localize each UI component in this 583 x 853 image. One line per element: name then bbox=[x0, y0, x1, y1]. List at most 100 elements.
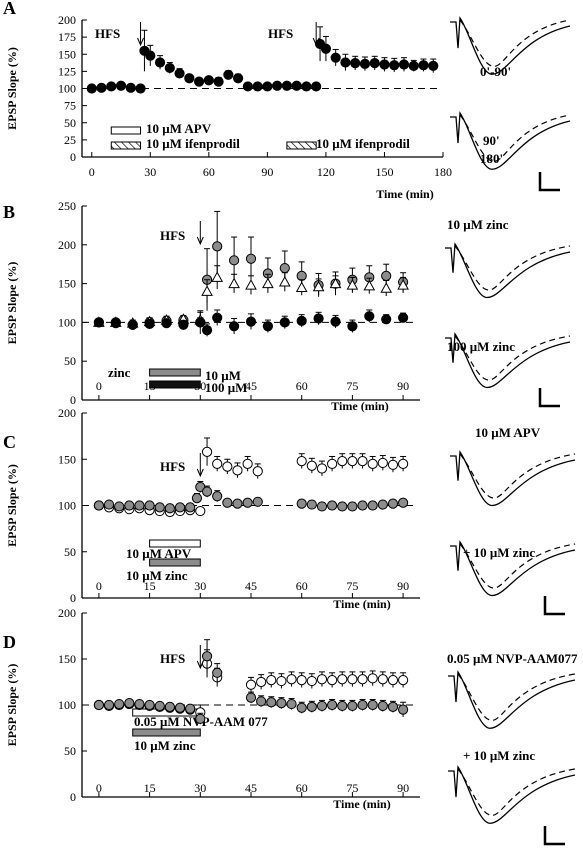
data-point bbox=[266, 697, 277, 708]
trace-dashed bbox=[457, 673, 576, 722]
data-point bbox=[377, 457, 388, 469]
trace-label: 0'-90' bbox=[480, 64, 511, 79]
data-point bbox=[201, 325, 213, 336]
data-point bbox=[329, 277, 342, 289]
drug-bar-label: 10 μM zinc bbox=[134, 738, 196, 753]
trace-dashed bbox=[459, 19, 571, 68]
data-point bbox=[276, 698, 287, 709]
series-filled-black bbox=[93, 309, 409, 337]
epsp-traces: 0.05 μM NVP-AAM077 + 10 μM zinc bbox=[447, 651, 578, 846]
data-point bbox=[232, 498, 243, 509]
data-point bbox=[242, 458, 253, 469]
x-tick-label: 0 bbox=[96, 579, 102, 593]
data-point bbox=[296, 702, 307, 713]
data-point bbox=[387, 459, 399, 470]
x-tick-label: 75 bbox=[346, 579, 358, 593]
data-point bbox=[86, 83, 97, 94]
y-tick-label: 100 bbox=[58, 82, 76, 96]
data-point bbox=[387, 675, 399, 686]
trace-solid bbox=[448, 765, 576, 824]
data-point bbox=[242, 497, 253, 508]
trace-label: + 10 μM zinc bbox=[463, 545, 535, 560]
y-tick-label: 150 bbox=[58, 47, 76, 61]
data-point bbox=[110, 318, 121, 329]
data-point bbox=[211, 271, 224, 282]
data-point bbox=[296, 675, 307, 686]
drug-bar bbox=[149, 539, 201, 548]
data-point bbox=[295, 281, 308, 292]
series-filled-gray bbox=[93, 480, 409, 514]
trace-label: + 10 μM zinc bbox=[463, 748, 535, 763]
y-axis-label: EPSP Slope (%) bbox=[5, 464, 19, 547]
panel-d: D 0 50 100 150 200 0 15 30 45 60 75 90 EPSP Slope (%)… bbox=[3, 606, 578, 846]
epsp-traces: 0'-90' 90' 180' bbox=[450, 16, 571, 192]
data-point bbox=[135, 83, 146, 94]
data-point bbox=[398, 704, 409, 715]
data-point bbox=[296, 315, 307, 326]
data-point bbox=[281, 80, 292, 91]
hfs-label: HFS bbox=[268, 26, 293, 41]
trace-label: 0.05 μM NVP-AAM077 bbox=[447, 651, 578, 666]
data-point bbox=[347, 674, 358, 685]
data-point bbox=[363, 279, 376, 291]
x-tick-label: 30 bbox=[194, 579, 206, 593]
data-point bbox=[127, 319, 138, 330]
trace-dashed bbox=[459, 543, 576, 589]
y-tick-label: 100 bbox=[58, 499, 76, 513]
data-point bbox=[337, 674, 348, 685]
data-point bbox=[286, 698, 297, 710]
data-point bbox=[377, 499, 388, 510]
data-point bbox=[311, 81, 322, 92]
scale-bar bbox=[538, 388, 560, 408]
x-tick-label: 30 bbox=[194, 781, 206, 795]
data-point bbox=[357, 456, 368, 467]
data-point bbox=[276, 675, 287, 687]
data-point bbox=[320, 43, 332, 54]
data-point bbox=[347, 700, 358, 712]
data-point bbox=[367, 500, 378, 511]
data-point bbox=[262, 277, 274, 289]
drug-bar bbox=[149, 558, 201, 567]
data-point bbox=[134, 698, 145, 710]
panel-letter: D bbox=[3, 632, 16, 652]
y-tick-label: 75 bbox=[64, 99, 76, 113]
x-tick-label: 60 bbox=[296, 379, 308, 393]
drug-bar bbox=[132, 728, 201, 737]
y-tick-label: 100 bbox=[58, 315, 76, 329]
data-point bbox=[398, 59, 410, 70]
data-point bbox=[316, 501, 328, 512]
trace-label: 100 μM zinc bbox=[447, 339, 515, 354]
data-point bbox=[398, 458, 409, 469]
data-point bbox=[408, 60, 419, 71]
data-point bbox=[377, 700, 388, 712]
data-point bbox=[174, 702, 186, 713]
x-tick-label: 60 bbox=[296, 579, 308, 593]
data-point bbox=[212, 458, 223, 469]
data-point bbox=[164, 62, 175, 74]
data-point bbox=[286, 674, 297, 685]
data-point bbox=[359, 58, 371, 69]
x-tick-label: 75 bbox=[346, 379, 358, 393]
data-point bbox=[327, 699, 338, 711]
bar-caption: zinc bbox=[108, 365, 131, 380]
x-tick-label: 150 bbox=[375, 165, 393, 179]
trace-dashed bbox=[459, 453, 576, 499]
trace-dashed bbox=[459, 114, 571, 163]
data-point bbox=[347, 501, 358, 512]
data-point bbox=[93, 317, 105, 328]
data-point bbox=[346, 279, 359, 290]
y-tick-label: 150 bbox=[58, 452, 76, 466]
data-point bbox=[245, 692, 257, 703]
data-point bbox=[144, 318, 155, 330]
data-point bbox=[256, 676, 267, 688]
y-tick-label: 175 bbox=[58, 30, 76, 44]
panel-a: A 0 25 50 75 100 125 150 175 200 0 30 60 90 120 150 180 E… bbox=[3, 0, 571, 201]
data-point bbox=[178, 319, 189, 330]
data-point bbox=[389, 60, 400, 71]
data-point bbox=[418, 60, 429, 71]
data-point bbox=[212, 491, 223, 502]
trace-dashed bbox=[457, 768, 576, 817]
data-point bbox=[103, 499, 115, 510]
trace-solid bbox=[450, 540, 576, 597]
data-point bbox=[306, 675, 317, 687]
